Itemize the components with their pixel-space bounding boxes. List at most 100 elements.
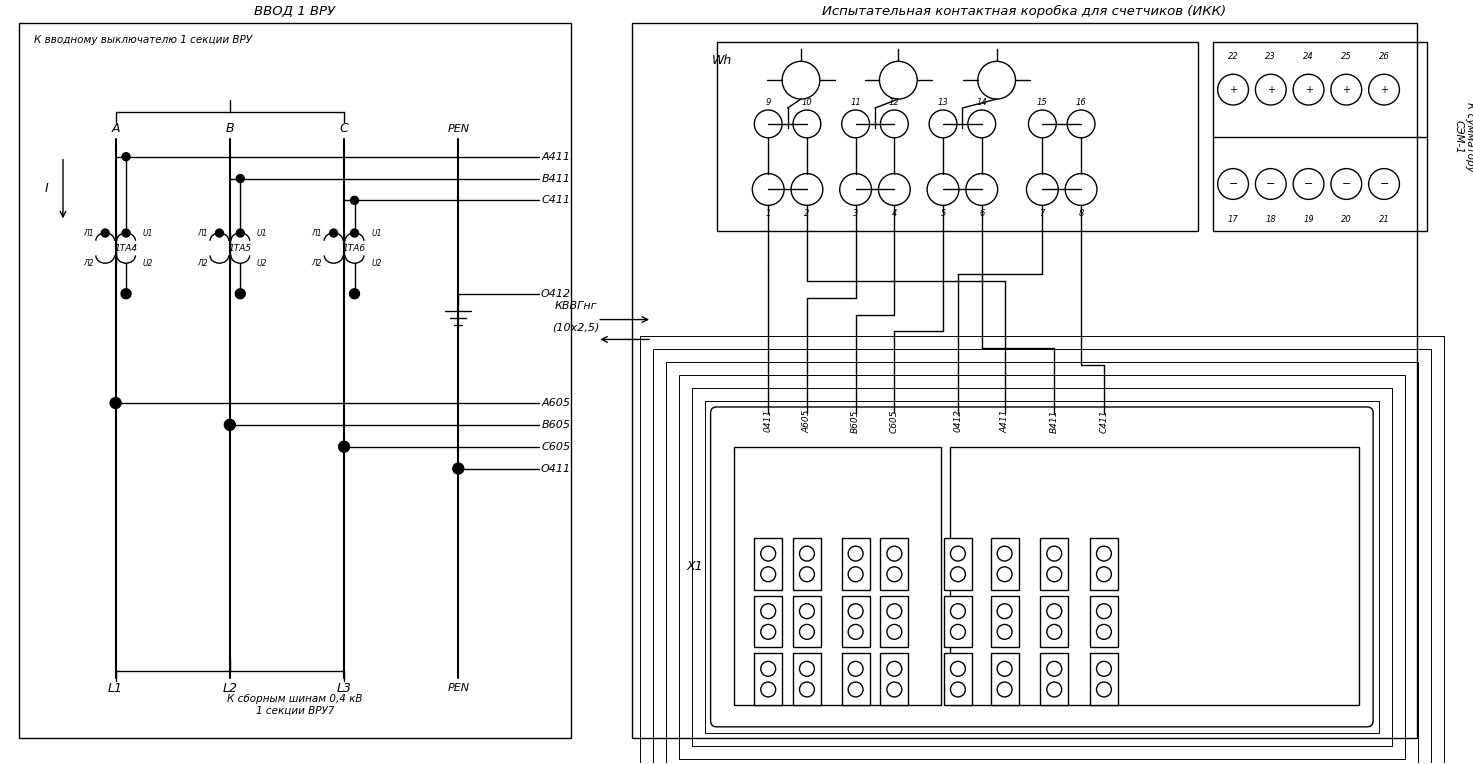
Bar xyxy=(735,447,941,705)
Bar xyxy=(841,538,869,590)
Text: 20: 20 xyxy=(1340,215,1352,224)
Circle shape xyxy=(848,662,863,676)
Text: 16: 16 xyxy=(1075,98,1087,106)
Text: U1: U1 xyxy=(371,228,382,238)
Circle shape xyxy=(122,153,130,160)
Text: +: + xyxy=(1380,85,1388,95)
Circle shape xyxy=(997,662,1012,676)
Text: −: − xyxy=(1228,179,1237,189)
Circle shape xyxy=(1096,624,1112,639)
Bar xyxy=(841,653,869,705)
Circle shape xyxy=(950,662,965,676)
Bar xyxy=(792,653,820,705)
Text: 0411: 0411 xyxy=(763,410,773,432)
Text: 5: 5 xyxy=(940,209,946,218)
Bar xyxy=(1040,653,1068,705)
Circle shape xyxy=(887,624,901,639)
Circle shape xyxy=(1096,604,1112,619)
Circle shape xyxy=(349,289,359,299)
Text: К сумматору
СЭМ-1: К сумматору СЭМ-1 xyxy=(1454,102,1473,172)
Bar xyxy=(881,653,909,705)
Text: 2: 2 xyxy=(804,209,810,218)
Bar xyxy=(944,653,972,705)
Circle shape xyxy=(950,624,965,639)
Circle shape xyxy=(1096,567,1112,581)
Circle shape xyxy=(330,229,337,237)
Text: Л2: Л2 xyxy=(82,258,94,267)
Circle shape xyxy=(800,546,815,561)
Text: Л2: Л2 xyxy=(312,258,323,267)
Text: 1ТА5: 1ТА5 xyxy=(228,244,252,253)
Text: 23: 23 xyxy=(1265,52,1276,61)
Circle shape xyxy=(452,463,464,474)
Text: C411: C411 xyxy=(1099,410,1108,432)
Circle shape xyxy=(950,567,965,581)
Text: 15: 15 xyxy=(1037,98,1047,106)
Text: Л1: Л1 xyxy=(312,228,323,238)
Bar xyxy=(754,596,782,647)
Bar xyxy=(881,538,909,590)
Circle shape xyxy=(1096,546,1112,561)
Text: 3: 3 xyxy=(853,209,859,218)
Bar xyxy=(1040,538,1068,590)
Bar xyxy=(1090,596,1118,647)
Text: L3: L3 xyxy=(336,681,352,694)
Circle shape xyxy=(800,604,815,619)
Text: Л1: Л1 xyxy=(82,228,94,238)
Circle shape xyxy=(950,546,965,561)
Circle shape xyxy=(760,624,776,639)
Text: PEN: PEN xyxy=(448,683,470,693)
Circle shape xyxy=(950,682,965,697)
Circle shape xyxy=(887,546,901,561)
Bar xyxy=(991,538,1018,590)
Circle shape xyxy=(339,442,349,452)
Bar xyxy=(1090,538,1118,590)
Text: 7: 7 xyxy=(1040,209,1044,218)
Bar xyxy=(792,596,820,647)
Text: 24: 24 xyxy=(1304,52,1314,61)
Circle shape xyxy=(997,624,1012,639)
Circle shape xyxy=(887,682,901,697)
Circle shape xyxy=(121,289,131,299)
Circle shape xyxy=(1047,662,1062,676)
Text: −: − xyxy=(1379,179,1389,189)
Text: +: + xyxy=(1342,85,1351,95)
Circle shape xyxy=(102,229,109,237)
Circle shape xyxy=(887,604,901,619)
Circle shape xyxy=(215,229,224,237)
Text: Л1: Л1 xyxy=(197,228,208,238)
Text: (10х2,5): (10х2,5) xyxy=(552,322,600,332)
Circle shape xyxy=(848,567,863,581)
Bar xyxy=(716,43,1199,231)
Circle shape xyxy=(1047,567,1062,581)
Text: B: B xyxy=(225,122,234,135)
Circle shape xyxy=(848,546,863,561)
Circle shape xyxy=(1047,546,1062,561)
Text: X1: X1 xyxy=(686,561,703,574)
Text: B411: B411 xyxy=(1050,410,1059,432)
Text: 26: 26 xyxy=(1379,52,1389,61)
Bar xyxy=(1040,596,1068,647)
Text: U1: U1 xyxy=(143,228,153,238)
Text: 13: 13 xyxy=(938,98,949,106)
Circle shape xyxy=(1047,624,1062,639)
Text: A605: A605 xyxy=(803,410,812,432)
Text: 6: 6 xyxy=(980,209,984,218)
Text: 22: 22 xyxy=(1227,52,1239,61)
Text: 1ТА6: 1ТА6 xyxy=(343,244,367,253)
Circle shape xyxy=(760,604,776,619)
Bar xyxy=(841,596,869,647)
Text: 21: 21 xyxy=(1379,215,1389,224)
Text: A411: A411 xyxy=(542,152,570,162)
Circle shape xyxy=(760,662,776,676)
Circle shape xyxy=(1096,682,1112,697)
Circle shape xyxy=(997,682,1012,697)
Bar xyxy=(944,596,972,647)
Circle shape xyxy=(760,546,776,561)
Circle shape xyxy=(997,567,1012,581)
Text: +: + xyxy=(1228,85,1237,95)
Text: 9: 9 xyxy=(766,98,770,106)
Text: 19: 19 xyxy=(1304,215,1314,224)
Circle shape xyxy=(224,419,236,430)
Circle shape xyxy=(887,567,901,581)
